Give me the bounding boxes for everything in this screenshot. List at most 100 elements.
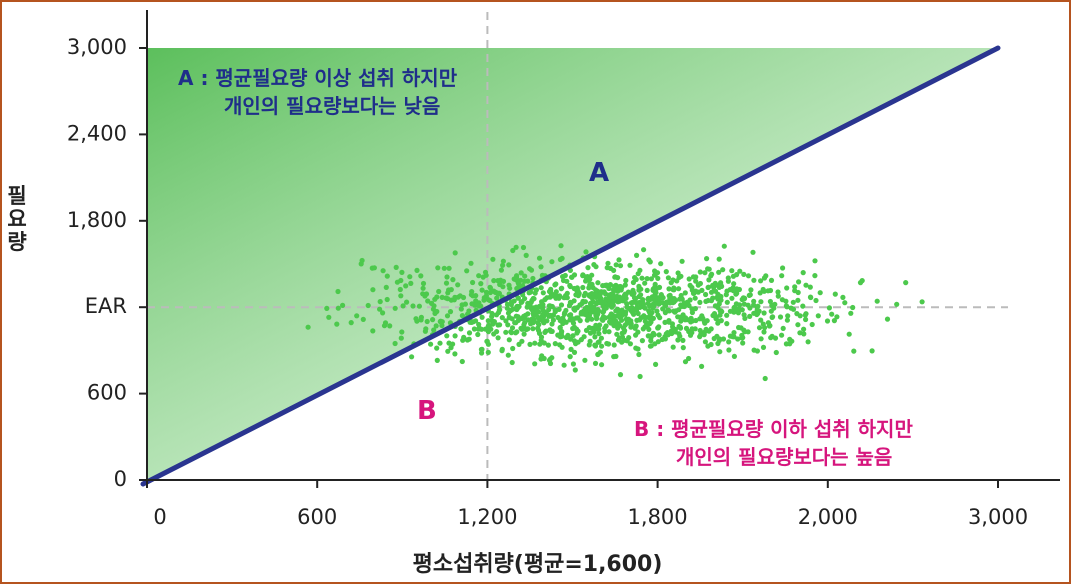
data-point xyxy=(627,341,634,347)
data-point xyxy=(667,296,673,302)
data-point xyxy=(476,321,482,328)
data-point xyxy=(655,275,661,281)
data-point xyxy=(699,287,705,293)
data-point xyxy=(431,303,437,309)
data-point xyxy=(648,276,655,282)
data-point xyxy=(428,341,434,347)
data-point xyxy=(409,354,415,360)
data-point xyxy=(720,336,727,342)
data-point xyxy=(623,277,629,284)
data-point xyxy=(784,317,791,323)
data-point xyxy=(666,318,672,324)
data-point xyxy=(591,292,597,298)
data-point xyxy=(829,311,835,317)
data-point xyxy=(547,360,554,367)
data-point xyxy=(693,278,699,284)
data-point xyxy=(665,275,672,281)
data-point xyxy=(690,274,697,280)
data-point xyxy=(605,260,611,266)
data-point xyxy=(527,341,533,347)
data-point xyxy=(380,268,386,274)
data-point xyxy=(631,295,638,301)
data-point xyxy=(771,305,777,311)
data-point xyxy=(739,307,745,313)
data-point xyxy=(587,281,593,287)
data-point xyxy=(464,268,470,274)
data-point xyxy=(678,273,684,279)
data-point xyxy=(636,287,642,293)
data-point xyxy=(558,243,564,249)
data-point xyxy=(482,269,489,275)
data-point xyxy=(552,309,558,315)
data-point xyxy=(495,322,501,328)
data-point xyxy=(468,260,474,266)
data-point xyxy=(832,291,838,297)
data-point xyxy=(637,373,643,380)
data-point xyxy=(650,330,656,336)
data-point xyxy=(600,283,606,289)
data-point xyxy=(840,294,846,300)
data-point xyxy=(334,321,340,327)
data-point xyxy=(730,334,736,340)
data-point xyxy=(563,334,570,341)
data-point xyxy=(522,273,528,279)
data-point xyxy=(731,330,737,336)
data-point xyxy=(444,313,451,319)
data-point xyxy=(653,361,659,367)
data-point xyxy=(365,302,371,309)
data-point xyxy=(335,305,341,311)
data-point xyxy=(479,287,485,293)
x-tick-label: 3,000 xyxy=(968,505,1028,529)
data-point xyxy=(479,346,485,352)
data-point xyxy=(459,358,465,365)
data-point xyxy=(567,317,573,323)
data-point xyxy=(597,322,603,328)
data-point xyxy=(726,347,732,353)
data-point xyxy=(450,277,456,283)
data-point xyxy=(724,299,730,305)
data-point xyxy=(704,256,710,262)
data-point xyxy=(549,355,555,361)
data-point xyxy=(711,335,717,342)
data-point xyxy=(384,296,390,303)
data-point xyxy=(398,293,404,299)
data-point xyxy=(485,349,491,355)
data-point xyxy=(571,338,578,344)
data-point xyxy=(535,320,541,326)
data-point xyxy=(659,293,665,299)
data-point xyxy=(441,265,447,271)
data-point xyxy=(476,273,482,279)
data-point xyxy=(754,307,760,313)
data-point xyxy=(491,319,497,325)
data-point xyxy=(510,345,516,352)
reference-lines xyxy=(147,12,1008,480)
data-point xyxy=(447,309,454,315)
data-point xyxy=(587,306,593,312)
data-point xyxy=(606,329,612,335)
data-point xyxy=(644,323,650,329)
data-point xyxy=(766,323,773,329)
data-point xyxy=(434,357,440,363)
data-point xyxy=(425,298,431,304)
data-point xyxy=(609,304,615,310)
data-point xyxy=(489,310,495,317)
data-point xyxy=(591,329,597,335)
data-point xyxy=(651,272,658,278)
y-axis-label-char: 요 xyxy=(7,207,27,231)
data-point xyxy=(523,252,529,258)
x-tick-label: 1,800 xyxy=(628,505,688,529)
data-point xyxy=(582,357,588,363)
data-point xyxy=(589,272,595,278)
data-point xyxy=(444,274,450,280)
data-point xyxy=(748,287,754,293)
data-point xyxy=(679,303,685,309)
data-point xyxy=(552,341,558,347)
data-point xyxy=(757,290,763,296)
data-point xyxy=(444,333,450,339)
data-point xyxy=(706,266,712,272)
data-point xyxy=(611,342,617,348)
data-point xyxy=(765,288,771,294)
data-point xyxy=(423,326,429,332)
data-point xyxy=(633,323,639,329)
data-point xyxy=(667,300,673,306)
